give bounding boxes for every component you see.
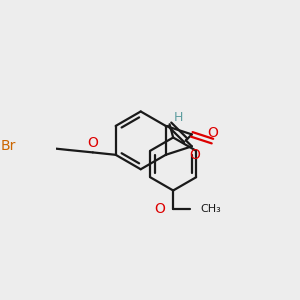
Text: H: H	[173, 110, 183, 124]
Text: O: O	[189, 148, 200, 163]
Text: O: O	[207, 126, 218, 140]
Text: Br: Br	[0, 139, 16, 153]
Text: O: O	[154, 202, 166, 215]
Text: CH₃: CH₃	[201, 203, 222, 214]
Text: O: O	[87, 136, 98, 150]
